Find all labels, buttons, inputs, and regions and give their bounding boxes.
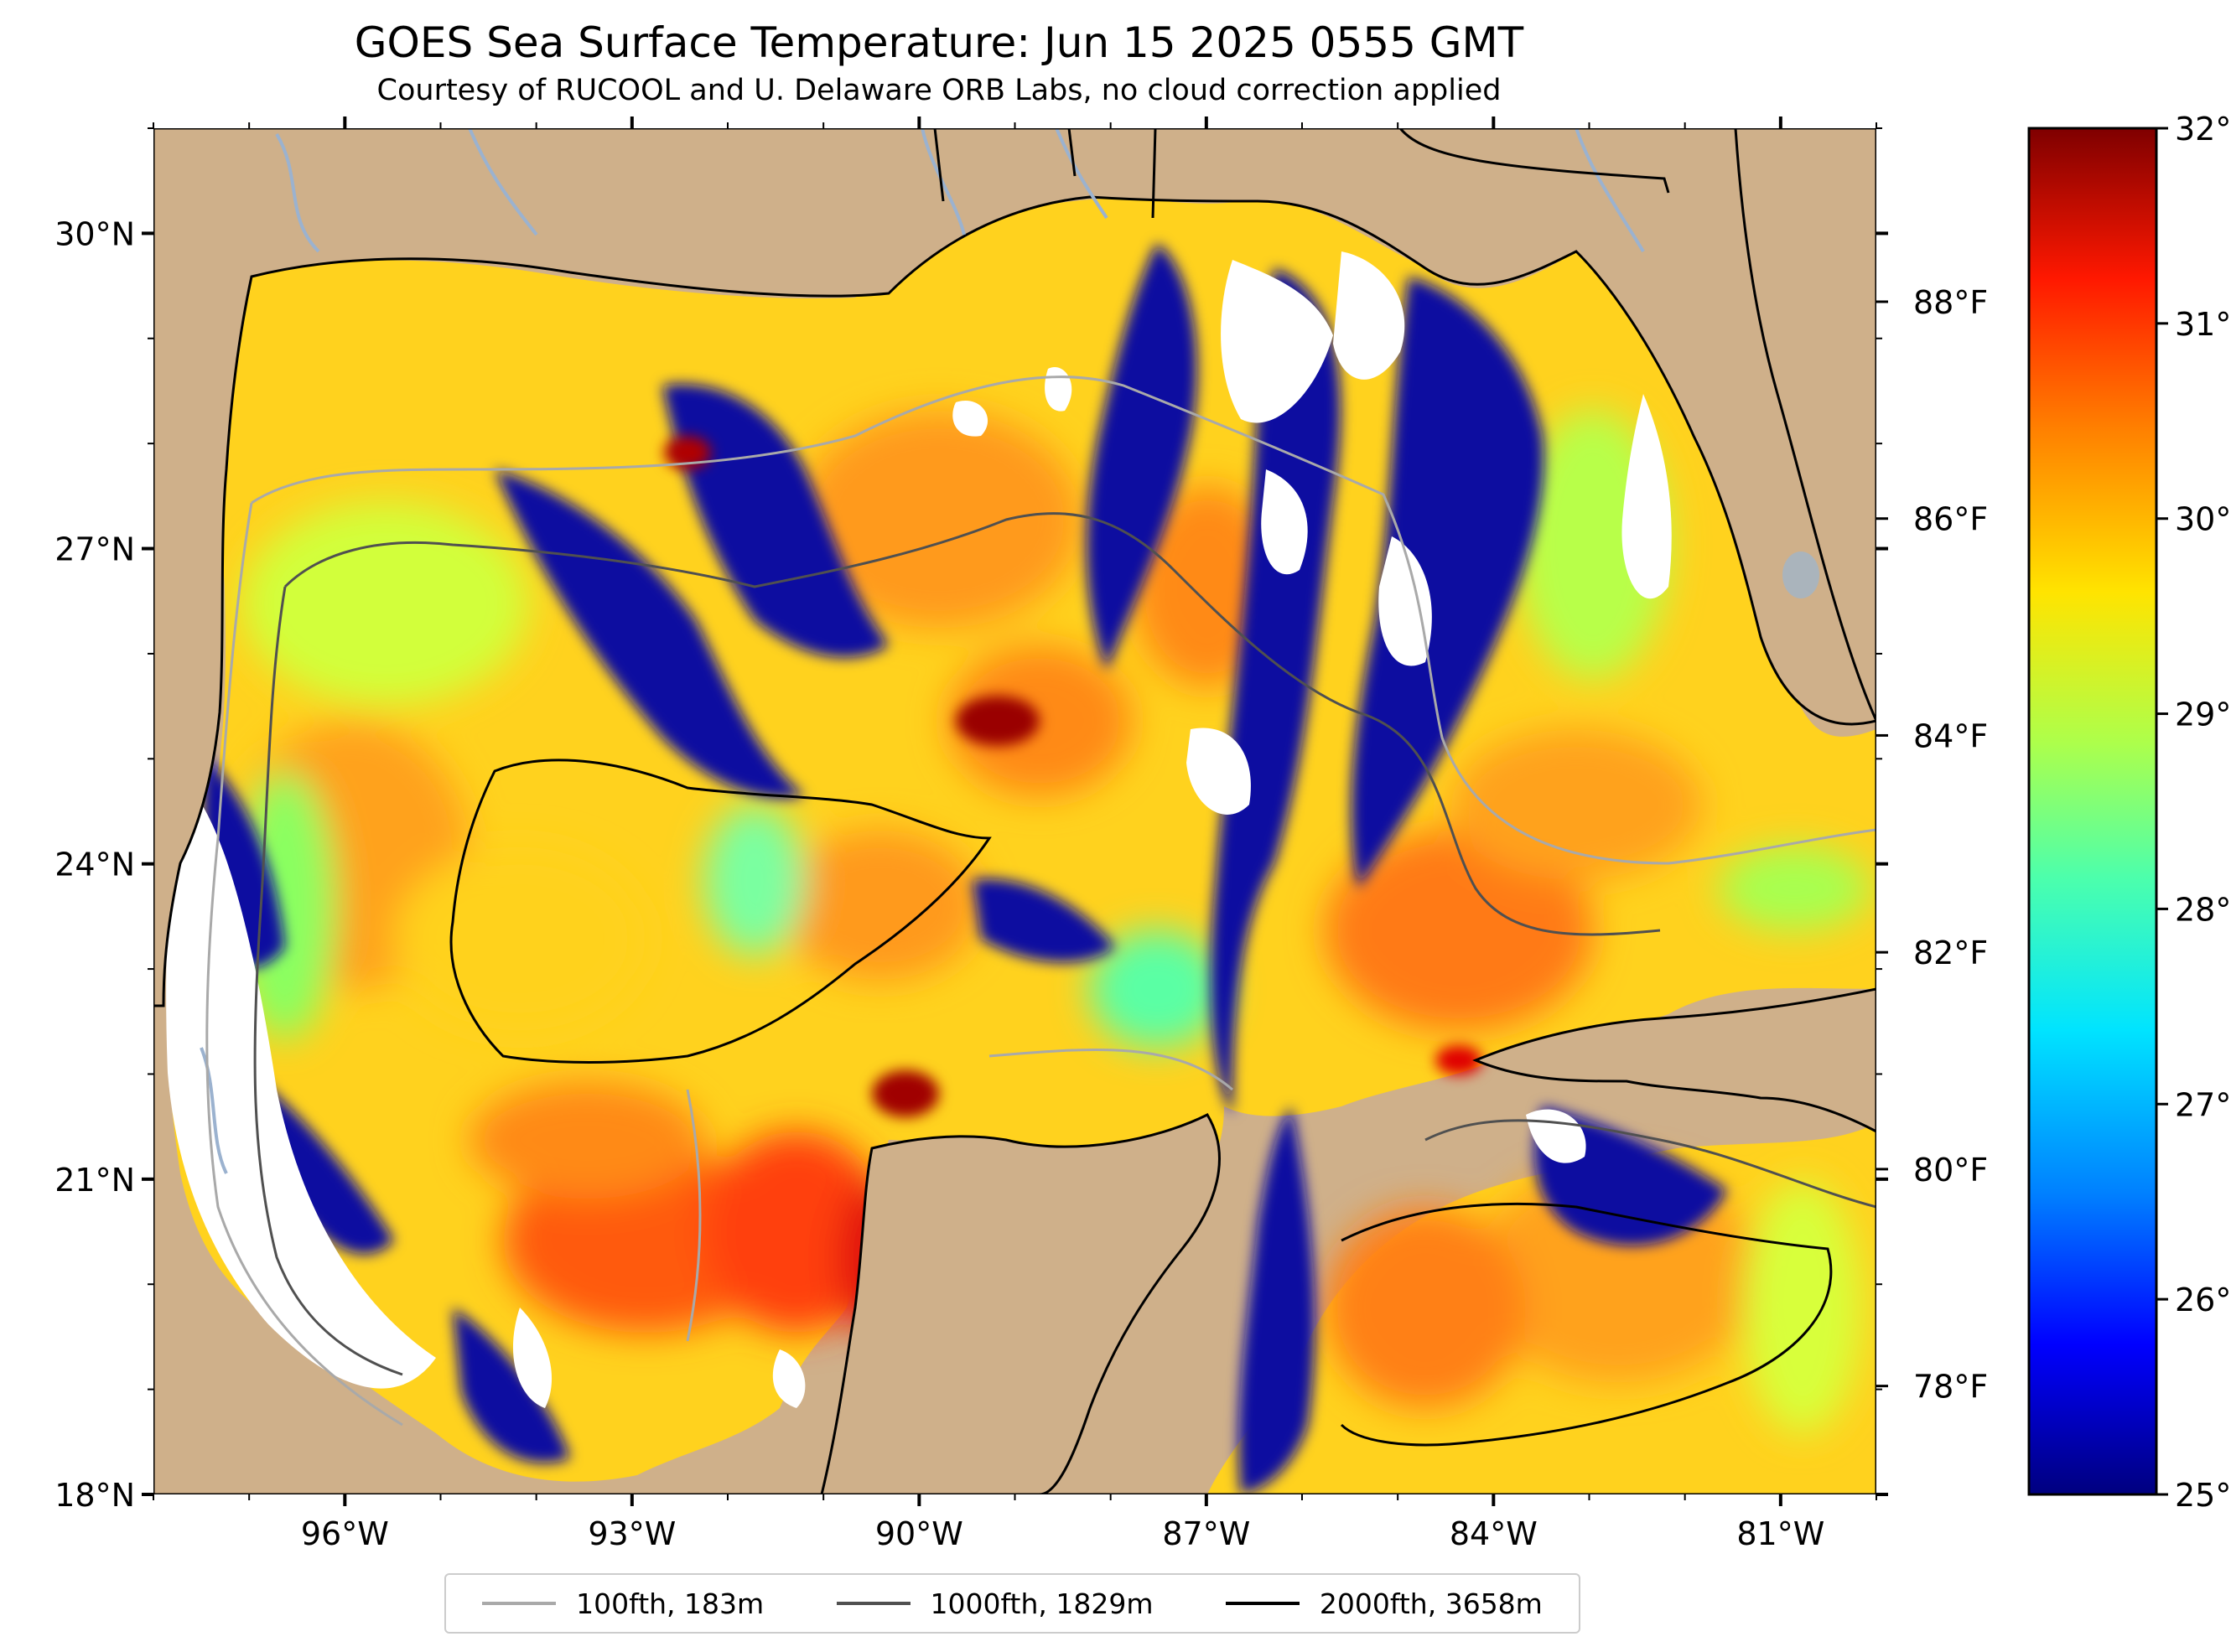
cloud-masks <box>166 168 1803 1408</box>
lat-tick-label-1: 27°N <box>54 531 135 568</box>
lat-tick-label-0: 30°N <box>54 215 135 252</box>
contour-legend: 100fth, 183m 1000fth, 1829m 2000fth, 365… <box>444 1573 1580 1634</box>
florida-land <box>1734 128 1876 722</box>
lake-okeechobee <box>1782 552 1819 598</box>
lon-tick-label-2: 90°W <box>875 1515 963 1552</box>
celsius-tick-label-0: 32°C <box>2175 111 2231 148</box>
lon-tick-label-4: 84°W <box>1450 1515 1538 1552</box>
celsius-tick-label-1: 31°C <box>2175 306 2231 343</box>
fahrenheit-tick-label-2: 84°F <box>1913 717 1988 754</box>
rivers <box>200 128 1645 1174</box>
celsius-tick-label-6: 26°C <box>2175 1282 2231 1318</box>
lon-tick-label-0: 96°W <box>301 1515 389 1552</box>
cuba-land <box>1472 987 1876 1133</box>
lon-tick-label-1: 93°W <box>588 1515 676 1552</box>
colorbar-fahrenheit-ticks: 88°F 86°F 84°F 82°F 80°F 78°F <box>1876 284 1988 1406</box>
celsius-tick-label-7: 25°C <box>2175 1477 2231 1514</box>
minor-ticks <box>148 122 1882 1500</box>
lat-tick-label-3: 21°N <box>54 1162 135 1199</box>
celsius-tick-label-4: 28°C <box>2175 891 2231 928</box>
legend-label-100fth: 100fth, 183m <box>576 1587 765 1620</box>
fahrenheit-tick-label-1: 86°F <box>1913 501 1988 538</box>
cold-streaks <box>202 142 1870 1494</box>
contour-2000fth <box>449 759 1833 1447</box>
fahrenheit-tick-label-3: 82°F <box>1913 935 1988 971</box>
fahrenheit-tick-label-0: 88°F <box>1913 284 1988 321</box>
legend-label-1000fth: 1000fth, 1829m <box>930 1587 1154 1620</box>
legend-item-100fth: 100fth, 183m <box>482 1587 764 1620</box>
legend-line-100fth <box>482 1602 557 1605</box>
fahrenheit-tick-label-5: 78°F <box>1913 1369 1988 1406</box>
colorbar-gradient <box>2027 127 2158 1496</box>
lat-tick-label-4: 18°N <box>54 1477 135 1514</box>
map-title: GOES Sea Surface Temperature: Jun 15 202… <box>354 18 1524 67</box>
lon-tick-label-5: 81°W <box>1736 1515 1824 1552</box>
legend-item-1000fth: 1000fth, 1829m <box>836 1587 1154 1620</box>
map-subtitle: Courtesy of RUCOOL and U. Delaware ORB L… <box>376 74 1502 107</box>
contour-100fth <box>205 375 1876 1427</box>
legend-line-1000fth <box>836 1602 911 1605</box>
colorbar-celsius-ticks: 32°C 31°C 30°C 29°C 28°C 27°C 26°C 25°C <box>2156 111 2231 1514</box>
lat-tick-label-2: 24°N <box>54 847 135 883</box>
colorbar: 32°C 31°C 30°C 29°C 28°C 27°C 26°C 25°C 88°F 86°… <box>1876 111 2231 1514</box>
state-borders <box>933 128 1670 219</box>
warm-spots <box>664 436 1482 1117</box>
longitude-axis: 96°W 93°W 90°W 87°W 84°W 81°W <box>301 117 1824 1552</box>
celsius-tick-label-3: 29°C <box>2175 697 2231 733</box>
celsius-tick-label-2: 30°C <box>2175 501 2231 538</box>
lon-tick-label-3: 87°W <box>1162 1515 1250 1552</box>
legend-item-2000fth: 2000fth, 3658m <box>1225 1587 1543 1620</box>
yucatan-land <box>820 1113 1221 1494</box>
contour-1000fth <box>253 512 1876 1376</box>
fahrenheit-tick-label-4: 80°F <box>1913 1152 1988 1189</box>
map-panel <box>153 128 1876 1494</box>
celsius-tick-label-5: 27°C <box>2175 1086 2231 1123</box>
legend-label-2000fth: 2000fth, 3658m <box>1319 1587 1543 1620</box>
legend-line-2000fth <box>1225 1602 1300 1605</box>
